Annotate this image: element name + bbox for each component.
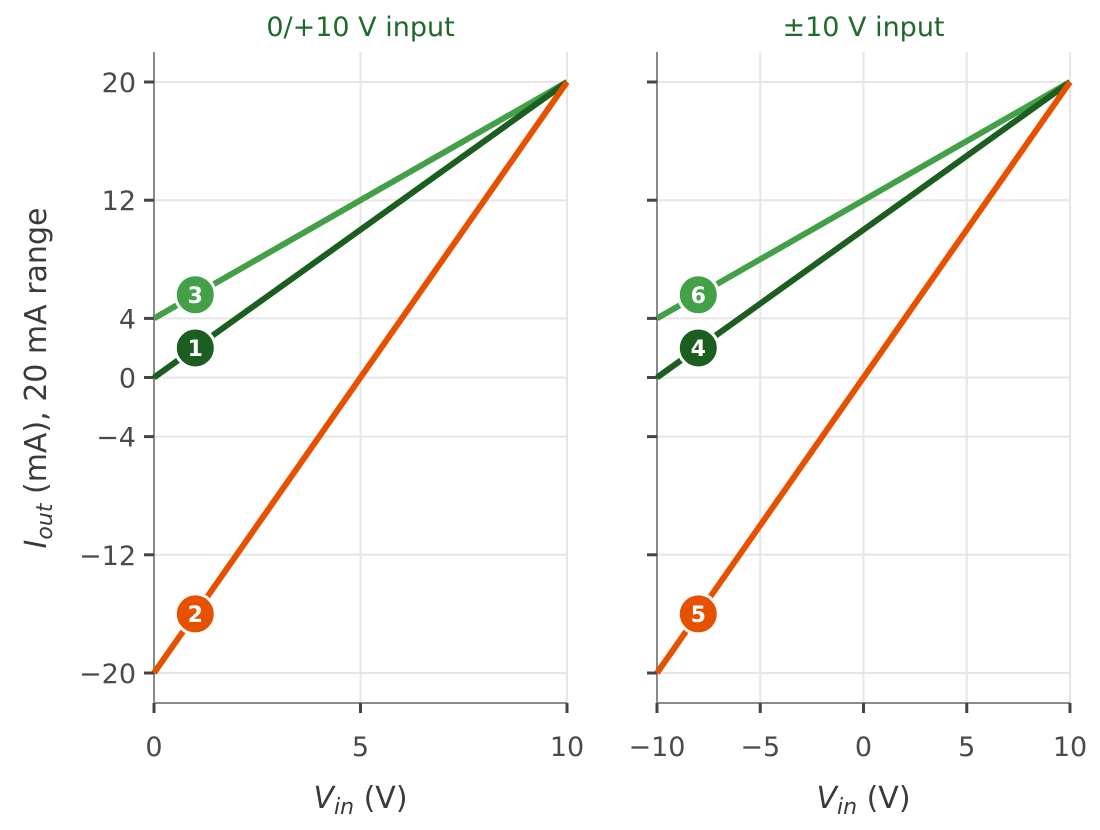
series-marker-label-3: 3: [188, 284, 203, 309]
series-marker-2: [173, 592, 217, 636]
series-line-5: [654, 80, 1073, 675]
x-tick-label-2: 0: [855, 732, 872, 763]
x-tick-label-0: −10: [629, 732, 686, 763]
series-marker-label-4: 4: [691, 337, 706, 362]
x-axis-title-main: V: [816, 781, 839, 816]
x-axis-title-unit: (V): [857, 781, 910, 816]
series-marker-6: [676, 273, 720, 317]
x-tick-label-4: 10: [1053, 732, 1087, 763]
series-marker-1: [173, 326, 217, 370]
series-marker-label-6: 6: [691, 284, 706, 309]
x-tick-label-1: 5: [352, 732, 369, 763]
series-line-6: [655, 79, 1072, 322]
y-axis-title-rest: (mA), 20 mA range: [19, 208, 54, 504]
series-marker-label-1: 1: [188, 337, 203, 362]
x-tick-label-1: −5: [740, 732, 780, 763]
panel-title: 0/+10 V input: [266, 12, 454, 43]
y-axis-title-sub: out: [33, 502, 58, 539]
series-marker-4: [676, 326, 720, 370]
x-axis-title-main: V: [313, 781, 336, 816]
series-marker-label-5: 5: [691, 603, 706, 628]
x-axis-title-unit: (V): [354, 781, 407, 816]
series-marker-label-2: 2: [188, 603, 203, 628]
x-axis-title: Vin (V): [816, 781, 910, 820]
x-axis-title-sub: in: [334, 795, 354, 820]
series-line-2: [151, 80, 570, 675]
y-tick-label-5: −12: [79, 541, 136, 572]
x-axis-title-sub: in: [837, 795, 857, 820]
panel-pm10v: −10 −5 0 5 10 6 4 5 ±10 V input Vin (V): [629, 12, 1088, 820]
y-tick-label-0: 20: [102, 68, 136, 99]
y-axis-title: Iout (mA), 20 mA range: [19, 208, 58, 549]
x-axis-title: Vin (V): [313, 781, 407, 820]
y-axis-title-main: I: [19, 539, 54, 548]
y-tick-label-4: −4: [96, 423, 136, 454]
y-tick-label-1: 12: [102, 186, 136, 217]
x-tick-label-0: 0: [145, 732, 162, 763]
series-line-1: [152, 79, 569, 380]
series-line-3: [152, 79, 569, 322]
panel-title: ±10 V input: [782, 12, 944, 43]
series-marker-5: [676, 592, 720, 636]
y-tick-label-2: 4: [119, 304, 136, 335]
y-tick-label-6: −20: [79, 659, 136, 690]
series-line-4: [655, 79, 1072, 380]
y-axis-title-text: Iout (mA), 20 mA range: [19, 208, 58, 549]
x-tick-label-2: 10: [550, 732, 584, 763]
x-tick-label-3: 5: [958, 732, 975, 763]
series-marker-3: [173, 273, 217, 317]
y-tick-label-3: 0: [119, 364, 136, 395]
